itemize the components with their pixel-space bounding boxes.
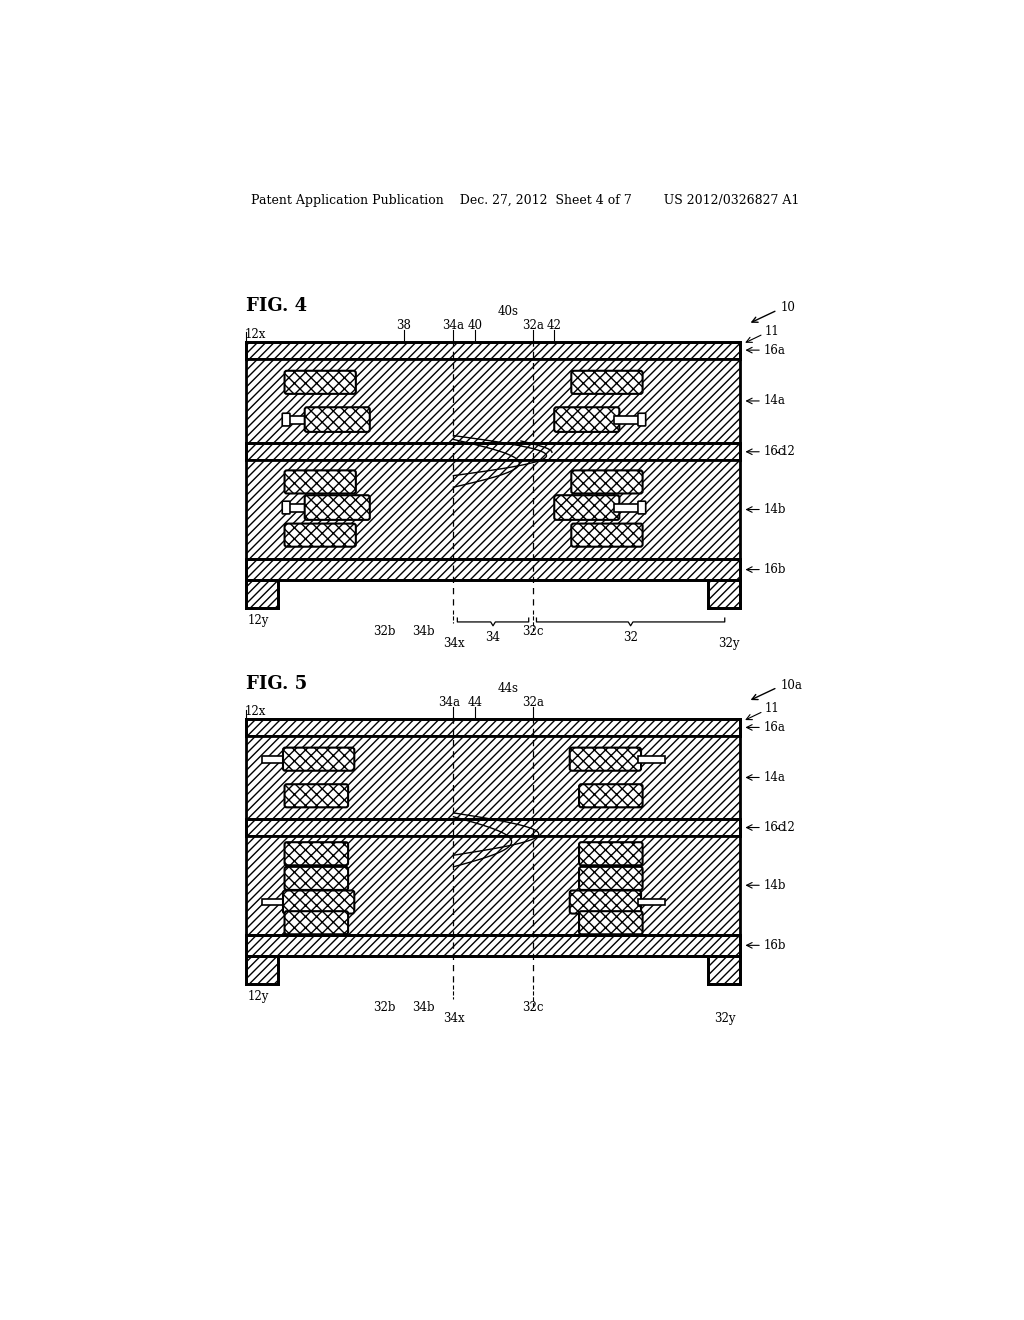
Text: 10: 10 [780,301,796,314]
FancyBboxPatch shape [554,495,620,520]
Bar [246,558,740,581]
Bar [246,342,740,359]
Text: 34b: 34b [413,1001,435,1014]
Text: 11: 11 [765,325,780,338]
Text: 14a: 14a [764,395,785,408]
Bar [246,935,740,956]
Text: 40: 40 [468,318,482,331]
Text: 16b: 16b [764,939,786,952]
FancyBboxPatch shape [283,413,290,426]
Bar [246,581,279,609]
Text: 32c: 32c [522,626,544,638]
FancyBboxPatch shape [285,371,356,393]
Text: 12: 12 [780,445,796,458]
Bar [262,756,289,763]
Text: 14a: 14a [764,771,785,784]
Bar [638,899,665,906]
Bar [286,416,311,424]
Text: 32a: 32a [521,696,544,709]
FancyBboxPatch shape [305,408,370,432]
Bar [262,899,289,906]
Text: 12: 12 [780,821,796,834]
FancyBboxPatch shape [283,502,290,513]
FancyBboxPatch shape [305,495,370,520]
Bar [286,503,311,512]
Text: 32a: 32a [521,318,544,331]
Bar [246,737,740,818]
FancyBboxPatch shape [579,911,643,935]
Text: 16b: 16b [764,564,786,576]
Text: 11: 11 [765,702,780,715]
Text: 34a: 34a [438,696,461,709]
Text: 12y: 12y [248,990,268,1003]
FancyBboxPatch shape [638,413,646,426]
Text: 16a: 16a [764,721,785,734]
FancyBboxPatch shape [285,911,348,935]
Text: 34x: 34x [442,1012,464,1026]
FancyBboxPatch shape [283,747,354,771]
Text: 32b: 32b [373,1001,395,1014]
Text: 44s: 44s [498,682,518,696]
Text: 14b: 14b [764,879,786,892]
Text: 34a: 34a [442,318,465,331]
FancyBboxPatch shape [285,867,348,890]
Text: 32y: 32y [714,1012,735,1026]
FancyBboxPatch shape [571,524,643,546]
Bar [246,836,740,935]
FancyBboxPatch shape [638,502,646,513]
FancyBboxPatch shape [285,524,356,546]
FancyBboxPatch shape [571,371,643,393]
Text: 12x: 12x [245,705,265,718]
Bar [246,461,740,558]
Bar [638,756,665,763]
Text: 34b: 34b [413,626,435,638]
Text: 40s: 40s [498,305,518,318]
Text: 32: 32 [624,631,638,644]
Bar [708,581,740,609]
Bar [246,719,740,737]
Text: FIG. 4: FIG. 4 [246,297,307,315]
FancyBboxPatch shape [571,470,643,494]
Text: 14b: 14b [764,503,786,516]
Text: 32c: 32c [522,1001,544,1014]
Bar [614,416,642,424]
Text: 34x: 34x [442,636,464,649]
Bar [246,359,740,444]
Text: 32y: 32y [718,636,739,649]
Bar [246,818,740,836]
FancyBboxPatch shape [285,842,348,866]
FancyBboxPatch shape [569,891,641,913]
Text: FIG. 5: FIG. 5 [246,675,307,693]
Text: 38: 38 [396,318,412,331]
Bar [708,956,740,983]
Text: 16c: 16c [764,445,785,458]
FancyBboxPatch shape [285,784,348,808]
Text: 16a: 16a [764,343,785,356]
Text: 44: 44 [468,696,482,709]
Text: Patent Application Publication    Dec. 27, 2012  Sheet 4 of 7        US 2012/032: Patent Application Publication Dec. 27, … [251,194,799,207]
FancyBboxPatch shape [579,867,643,890]
Bar [246,444,740,461]
FancyBboxPatch shape [569,747,641,771]
Text: 12y: 12y [248,614,268,627]
Text: 16c: 16c [764,821,785,834]
FancyBboxPatch shape [283,891,354,913]
FancyBboxPatch shape [285,470,356,494]
FancyBboxPatch shape [579,842,643,866]
Text: 34: 34 [485,631,501,644]
Text: 42: 42 [547,318,562,331]
Text: 32b: 32b [373,626,395,638]
FancyBboxPatch shape [579,784,643,808]
Text: 12x: 12x [245,327,265,341]
Bar [614,503,642,512]
Text: 10a: 10a [780,678,803,692]
FancyBboxPatch shape [554,408,620,432]
Bar [246,956,279,983]
